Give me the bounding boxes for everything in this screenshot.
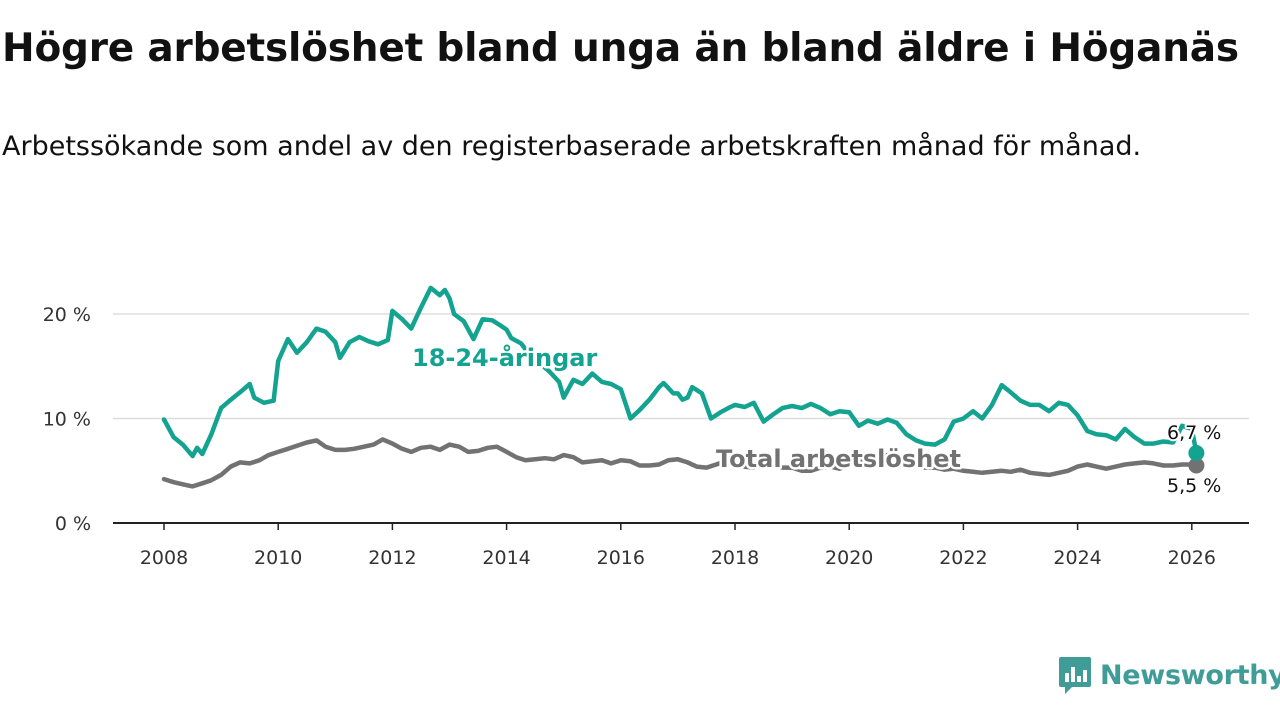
axis-layer: 0 % 10 % 20 % 2008 2010 2012 2014 2016 2018 2020 2… bbox=[43, 304, 1249, 569]
series-layer bbox=[161, 285, 1205, 489]
label-layer: 18-24-åringar Total arbetslöshet 6,7 % 5,5 … bbox=[410, 341, 1224, 500]
brand-name: Newsworthy bbox=[1100, 659, 1280, 691]
end-value-label-18-24: 6,7 % bbox=[1167, 422, 1221, 444]
end-point-total bbox=[1188, 457, 1205, 474]
x-tick-label: 2020 bbox=[825, 547, 873, 569]
x-tick-label: 2026 bbox=[1168, 547, 1216, 569]
series-label-18-24: 18-24-åringar bbox=[412, 343, 597, 372]
newsworthy-logo-icon bbox=[1059, 657, 1091, 694]
x-tick-label: 2010 bbox=[254, 547, 302, 569]
x-tick-label: 2024 bbox=[1053, 547, 1101, 569]
x-tick-label: 2012 bbox=[368, 547, 416, 569]
y-tick-label: 0 % bbox=[55, 513, 91, 535]
grid-layer bbox=[113, 313, 1249, 420]
end-value-label-total: 5,5 % bbox=[1167, 475, 1221, 497]
series-label-total: Total arbetslöshet bbox=[716, 445, 961, 473]
x-tick-label: 2008 bbox=[140, 547, 188, 569]
series-line-total bbox=[161, 437, 1199, 489]
chart-title: Högre arbetslöshet bland unga än bland ä… bbox=[2, 26, 1239, 71]
x-tick-label: 2022 bbox=[939, 547, 987, 569]
series-line-18-24 bbox=[161, 285, 1199, 459]
y-tick-label: 10 % bbox=[43, 409, 91, 431]
chart-subtitle: Arbetssökande som andel av den registerb… bbox=[2, 131, 1142, 162]
x-tick-label: 2014 bbox=[482, 547, 530, 569]
brand: Newsworthy bbox=[1058, 654, 1280, 696]
x-tick-label: 2018 bbox=[711, 547, 759, 569]
x-tick-label: 2016 bbox=[597, 547, 645, 569]
end-point-18-24 bbox=[1188, 444, 1205, 461]
y-tick-label: 20 % bbox=[43, 304, 91, 326]
